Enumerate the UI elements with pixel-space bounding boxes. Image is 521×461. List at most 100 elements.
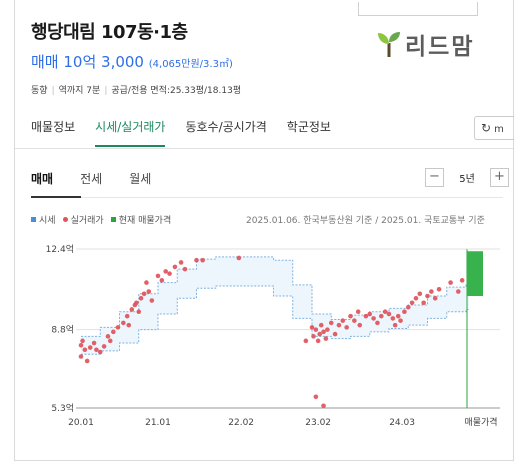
transaction-point — [200, 257, 205, 263]
x-tick-label: 22.02 — [228, 418, 254, 428]
transaction-point — [82, 347, 88, 353]
tab-school-info[interactable]: 학군정보 — [286, 120, 331, 134]
legend-item-transactions: 실거래가 — [62, 213, 104, 226]
period-plus-button[interactable]: + — [490, 168, 509, 187]
transaction-point — [318, 322, 324, 328]
tab-divider — [15, 148, 513, 149]
transaction-point — [126, 322, 132, 328]
listing-info: 동향 | 역까지 7분 | 공급/전용 면적:25.33평/18.13평 — [31, 86, 242, 96]
x-tick-label: 20.01 — [68, 418, 94, 428]
transaction-point — [167, 271, 172, 276]
source-note: 2025.01.06. 한국부동산원 기준 / 2025.01. 국토교통부 기… — [246, 216, 485, 226]
transaction-point — [429, 289, 434, 294]
transaction-point — [390, 316, 396, 321]
top-control-box — [358, 2, 478, 16]
transaction-point — [413, 295, 419, 301]
refresh-icon: ↻ — [481, 121, 492, 135]
tab-listing-info[interactable]: 매물정보 — [31, 120, 76, 134]
transaction-point — [315, 338, 321, 344]
legend-swatch-listing — [110, 217, 116, 222]
transaction-point — [386, 311, 392, 317]
legend-label-listing: 현재 매물가격 — [118, 216, 172, 226]
period-minus-button[interactable]: − — [425, 168, 444, 187]
transaction-point — [101, 344, 107, 349]
transaction-point — [91, 340, 97, 346]
transaction-point — [129, 307, 135, 312]
transaction-point — [325, 327, 330, 332]
subtab-divider — [31, 197, 503, 198]
transaction-point — [317, 331, 323, 337]
legend-item-market: 시세 — [31, 213, 56, 226]
y-tick-label: 5.3억 — [51, 402, 74, 414]
transaction-point — [417, 291, 423, 297]
transaction-point — [348, 313, 353, 319]
transaction-point — [138, 295, 144, 301]
y-tick-label: 8.8억 — [51, 324, 74, 336]
period-selector: − 5년 + — [425, 168, 509, 187]
x-tick-label: 23.02 — [305, 418, 331, 428]
transaction-point — [155, 273, 161, 279]
transaction-point — [352, 318, 357, 323]
transaction-point — [425, 293, 430, 299]
transaction-point — [344, 325, 349, 330]
brand-logo: 리드맘 — [376, 27, 474, 61]
transaction-point — [321, 403, 326, 409]
transaction-point — [309, 325, 315, 330]
tab-price-transactions[interactable]: 시세/실거래가 — [95, 117, 166, 147]
listing-price: 매매 10억 3,000 (4,065만원/3.3㎡) — [31, 51, 233, 72]
transaction-point — [159, 278, 165, 283]
transaction-point — [178, 260, 184, 265]
refresh-button[interactable]: ↻ m — [474, 116, 514, 140]
transaction-point — [328, 320, 334, 326]
transaction-point — [87, 345, 93, 350]
transaction-point — [105, 334, 111, 339]
transaction-point — [395, 313, 401, 319]
tab-unit-public-price[interactable]: 동호수/공시가격 — [185, 120, 267, 134]
transaction-point — [459, 278, 465, 283]
transaction-point — [448, 280, 453, 285]
y-tick-label: 12.4억 — [46, 243, 74, 255]
subtab-active-indicator — [31, 196, 81, 198]
market-band-fill — [81, 256, 469, 355]
transaction-point — [340, 318, 346, 323]
transaction-point — [136, 309, 142, 315]
transaction-point — [146, 289, 152, 294]
x-tick-label: 24.03 — [389, 418, 415, 428]
transaction-point — [313, 327, 319, 332]
transaction-point — [402, 309, 407, 315]
direction: 동향 — [31, 86, 48, 96]
transaction-point — [163, 269, 168, 274]
transaction-point — [78, 354, 84, 359]
subtab-sale[interactable]: 매매 — [31, 172, 54, 186]
transaction-point — [323, 336, 329, 341]
transaction-point — [456, 289, 461, 294]
transaction-point — [432, 295, 438, 301]
transaction-point — [107, 338, 113, 344]
transaction-point — [421, 300, 426, 306]
transaction-point — [311, 334, 316, 339]
transaction-point — [363, 313, 369, 319]
legend-swatch-transactions — [62, 217, 68, 222]
transaction-point — [172, 264, 178, 270]
transaction-point — [332, 331, 338, 337]
trade-type-tabs: 매매 전세 월세 — [31, 170, 178, 187]
main-tabs: 매물정보 시세/실거래가 동호수/공시가격 학군정보 — [31, 117, 351, 147]
transaction-point — [409, 300, 415, 306]
transaction-point — [182, 266, 188, 272]
subtab-monthly-rent[interactable]: 월세 — [129, 172, 152, 186]
transaction-point — [236, 255, 242, 261]
period-label: 5년 — [459, 174, 475, 185]
transaction-point — [436, 287, 442, 292]
price-value: 매매 10억 3,000 — [31, 53, 144, 71]
legend-swatch-market — [31, 217, 36, 222]
transaction-point — [405, 304, 411, 310]
transaction-point — [124, 313, 130, 319]
listing-price-bar — [467, 251, 483, 297]
legend-item-listing: 현재 매물가격 — [110, 213, 172, 226]
logo-text: 리드맘 — [405, 34, 475, 60]
subtab-jeonse[interactable]: 전세 — [80, 172, 103, 186]
price-per-area: (4,065만원/3.3㎡) — [148, 59, 233, 70]
area-info: 공급/전용 면적:25.33평/18.13평 — [111, 86, 242, 96]
transaction-point — [321, 329, 326, 335]
